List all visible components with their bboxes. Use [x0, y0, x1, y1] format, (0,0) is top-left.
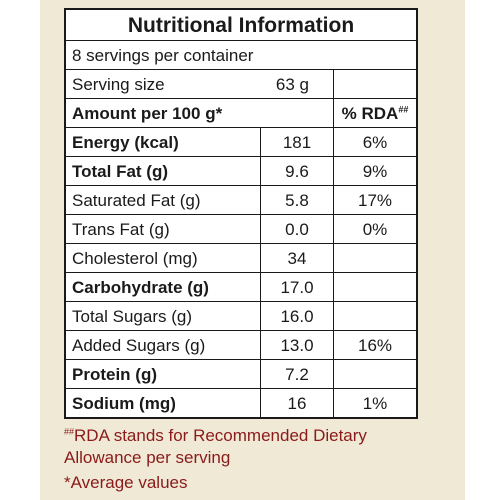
nutrient-name: Protein (g) — [64, 359, 261, 389]
header-row: Amount per 100 g* % RDA## — [64, 98, 418, 128]
nutrient-row: Cholesterol (mg) 34 — [64, 243, 418, 273]
amount-header: Amount per 100 g* — [64, 98, 334, 128]
nutrient-row: Added Sugars (g) 13.0 16% — [64, 330, 418, 360]
nutrient-row: Total Fat (g) 9.6 9% — [64, 156, 418, 186]
rda-header: % RDA## — [333, 98, 418, 128]
nutrient-value: 9.6 — [260, 156, 334, 186]
serving-size-label: Serving size — [72, 74, 165, 94]
nutrient-value: 0.0 — [260, 214, 334, 244]
serving-size-row: Serving size 63 g — [64, 69, 418, 99]
nutrient-rda — [333, 272, 418, 302]
nutrient-value: 34 — [260, 243, 334, 273]
serving-size-value: 63 g — [275, 74, 309, 94]
nutrient-row: Sodium (mg) 16 1% — [64, 388, 418, 419]
nutrient-value: 5.8 — [260, 185, 334, 215]
rda-footnote-mark: ## — [64, 426, 75, 437]
nutrient-row: Total Sugars (g) 16.0 — [64, 301, 418, 331]
nutrient-rda: 16% — [333, 330, 418, 360]
nutrient-name: Energy (kcal) — [64, 127, 261, 157]
nutrient-rda: 17% — [333, 185, 418, 215]
rda-header-label: % RDA — [341, 103, 399, 123]
nutrient-rda: 1% — [333, 388, 418, 419]
serving-size-cell: Serving size 63 g — [64, 69, 334, 99]
rda-footnote: ##RDA stands for Recommended Dietary All… — [64, 425, 444, 469]
nutrient-name: Saturated Fat (g) — [64, 185, 261, 215]
nutrient-name: Cholesterol (mg) — [64, 243, 261, 273]
serving-size-empty — [333, 69, 418, 99]
rda-header-mark: ## — [398, 103, 409, 114]
nutrient-row: Energy (kcal) 181 6% — [64, 127, 418, 157]
nutrient-name: Trans Fat (g) — [64, 214, 261, 244]
average-footnote: *Average values — [64, 473, 188, 492]
nutrient-name: Carbohydrate (g) — [64, 272, 261, 302]
nutrient-value: 17.0 — [260, 272, 334, 302]
nutrient-rda — [333, 359, 418, 389]
nutrient-row: Trans Fat (g) 0.0 0% — [64, 214, 418, 244]
title-row: Nutritional Information — [64, 8, 418, 41]
nutrient-value: 13.0 — [260, 330, 334, 360]
nutrient-name: Added Sugars (g) — [64, 330, 261, 360]
nutrition-facts-table: Nutritional Information 8 servings per c… — [64, 8, 418, 419]
nutrient-row: Saturated Fat (g) 5.8 17% — [64, 185, 418, 215]
servings-row: 8 servings per container — [64, 40, 418, 70]
nutrient-name: Total Sugars (g) — [64, 301, 261, 331]
servings-per-container: 8 servings per container — [64, 40, 418, 70]
nutrient-row: Protein (g) 7.2 — [64, 359, 418, 389]
nutrient-row: Carbohydrate (g) 17.0 — [64, 272, 418, 302]
nutrient-rda: 9% — [333, 156, 418, 186]
nutrient-value: 16 — [260, 388, 334, 419]
rda-footnote-text: RDA stands for Recommended Dietary Allow… — [64, 426, 367, 467]
nutrient-name: Sodium (mg) — [64, 388, 261, 419]
nutrient-name: Total Fat (g) — [64, 156, 261, 186]
nutrient-rda — [333, 301, 418, 331]
nutrient-rda: 6% — [333, 127, 418, 157]
nutrient-rda: 0% — [333, 214, 418, 244]
nutrient-value: 16.0 — [260, 301, 334, 331]
nutrient-rda — [333, 243, 418, 273]
nutrient-value: 181 — [260, 127, 334, 157]
footnotes: ##RDA stands for Recommended Dietary All… — [64, 425, 444, 494]
nutrient-value: 7.2 — [260, 359, 334, 389]
table-title: Nutritional Information — [64, 8, 418, 41]
